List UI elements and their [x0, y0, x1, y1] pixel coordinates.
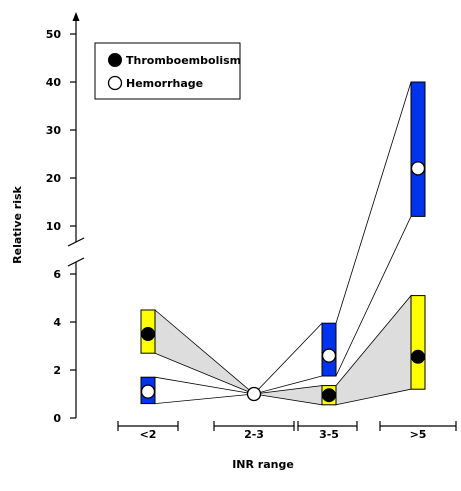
y-tick-label: 30 — [46, 124, 62, 137]
bar-hemorrhage — [410, 81, 426, 217]
y-axis-title: Relative risk — [11, 185, 24, 263]
y-tick-label: 4 — [53, 316, 61, 329]
point-thromboembolism — [141, 327, 155, 341]
legend-hemorrhage-label: Hemorrhage — [126, 77, 203, 90]
legend: Thromboembolism Hemorrhage — [94, 42, 241, 100]
point-hemorrhage — [246, 386, 262, 402]
y-tick-label: 40 — [46, 76, 62, 89]
x-tick-label: >5 — [410, 428, 427, 441]
band-hemorrhage — [252, 322, 323, 395]
point-hemorrhage — [140, 384, 156, 399]
band-thromboembolism — [154, 309, 255, 395]
legend-hemorrhage-marker — [107, 75, 123, 91]
y-tick-label: 6 — [53, 268, 61, 281]
y-tick-label: 10 — [46, 220, 62, 233]
point-markers — [140, 161, 426, 403]
x-axis-title: INR range — [232, 458, 294, 471]
legend-thromboembolism-marker — [108, 53, 122, 67]
y-tick-label: 50 — [46, 28, 62, 41]
y-axis-arrow — [72, 12, 80, 21]
legend-box — [94, 42, 241, 100]
x-tick-label: 2-3 — [244, 428, 264, 441]
y-tick-label: 20 — [46, 172, 62, 185]
bar-thromboembolism — [410, 295, 426, 390]
y-tick-label: 2 — [53, 364, 61, 377]
point-thromboembolism — [322, 388, 336, 403]
confidence-bands — [154, 81, 412, 406]
point-thromboembolism — [411, 349, 425, 364]
axes: 0 2 4 6 10 20 30 40 50 <2 2-3 3-5 >5 — [46, 12, 457, 441]
y-tick-label: 0 — [53, 412, 61, 425]
y-axis-break-lower — [67, 257, 85, 267]
legend-thromboembolism-label: Thromboembolism — [126, 54, 241, 67]
y-axis-break-upper — [67, 237, 85, 247]
point-hemorrhage — [321, 348, 337, 363]
point-hemorrhage — [410, 161, 426, 176]
x-tick-label: 3-5 — [319, 428, 339, 441]
x-tick-label: <2 — [140, 428, 157, 441]
range-bars — [140, 81, 426, 406]
band-thromboembolism — [335, 294, 412, 406]
band-thromboembolism — [253, 385, 323, 406]
